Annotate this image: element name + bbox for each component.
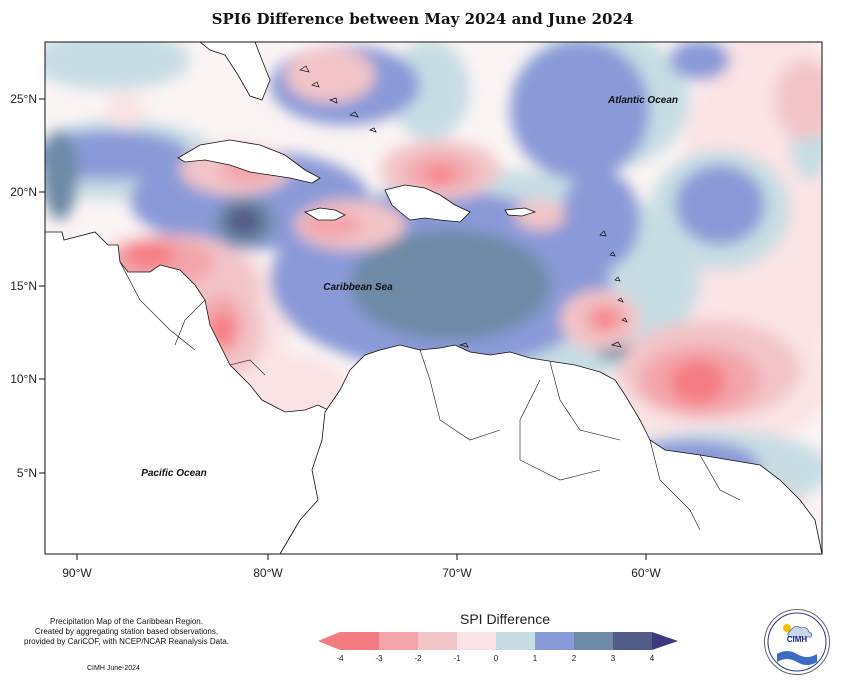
pacific-ocean-label: Pacific Ocean — [141, 468, 207, 479]
legend-tick: 1 — [533, 654, 538, 663]
map-frame — [44, 41, 823, 555]
legend-tick: 3 — [611, 654, 616, 663]
legend-swatch — [574, 632, 613, 650]
legend-title: SPI Difference — [459, 611, 550, 627]
y-tick-label: 10°N — [10, 372, 37, 386]
logo-text: CIMH — [786, 635, 808, 644]
footer-note-line: Created by aggregating station based obs… — [34, 627, 219, 636]
legend-tick: -1 — [453, 654, 461, 663]
map-title: SPI6 Difference between May 2024 and Jun… — [211, 10, 634, 28]
y-tick-label: 25°N — [10, 92, 37, 106]
legend-tick: -4 — [336, 654, 344, 663]
legend-tick: -2 — [414, 654, 422, 663]
legend-tick: 2 — [572, 654, 577, 663]
y-axis-labels: 25°N 20°N 15°N 10°N 5°N — [10, 92, 37, 480]
legend-arrow-high — [652, 632, 678, 650]
legend-swatch — [496, 632, 535, 650]
legend-arrow-low — [318, 632, 340, 650]
x-tick-label: 70°W — [442, 566, 472, 580]
y-tick-label: 15°N — [10, 279, 37, 293]
caribbean-sea-label: Caribbean Sea — [323, 282, 393, 293]
legend-tick: -3 — [375, 654, 383, 663]
cimh-logo: CIMH — [764, 609, 830, 675]
legend-swatch — [613, 632, 652, 650]
footer-note-line: provided by CariCOF, with NCEP/NCAR Rean… — [24, 637, 229, 646]
y-tick-label: 20°N — [10, 185, 37, 199]
legend-tick-labels: -4 -3 -2 -1 0 1 2 3 4 — [336, 654, 654, 663]
legend-swatch — [340, 632, 379, 650]
land-masses — [45, 42, 822, 554]
x-tick-label: 60°W — [631, 566, 661, 580]
legend-tick: 4 — [650, 654, 655, 663]
legend-swatch — [535, 632, 574, 650]
legend-tick: 0 — [494, 654, 499, 663]
islands — [299, 65, 628, 348]
logo-graphic-icon — [767, 612, 827, 672]
country-borders — [119, 261, 741, 531]
legend-colorbar — [318, 632, 678, 650]
legend-swatch — [418, 632, 457, 650]
footer-note-line: Precipitation Map of the Caribbean Regio… — [50, 617, 203, 626]
x-tick-label: 80°W — [253, 566, 283, 580]
footer-note: Precipitation Map of the Caribbean Regio… — [14, 617, 239, 647]
legend-swatch — [379, 632, 418, 650]
y-tick-label: 5°N — [17, 466, 37, 480]
axis-ticks — [39, 98, 647, 560]
x-axis-labels: 90°W 80°W 70°W 60°W — [62, 566, 661, 580]
x-tick-label: 90°W — [62, 566, 92, 580]
atlantic-ocean-label: Atlantic Ocean — [607, 95, 678, 106]
legend-swatch — [457, 632, 496, 650]
footer-credit: CIMH June-2024 — [87, 665, 140, 672]
